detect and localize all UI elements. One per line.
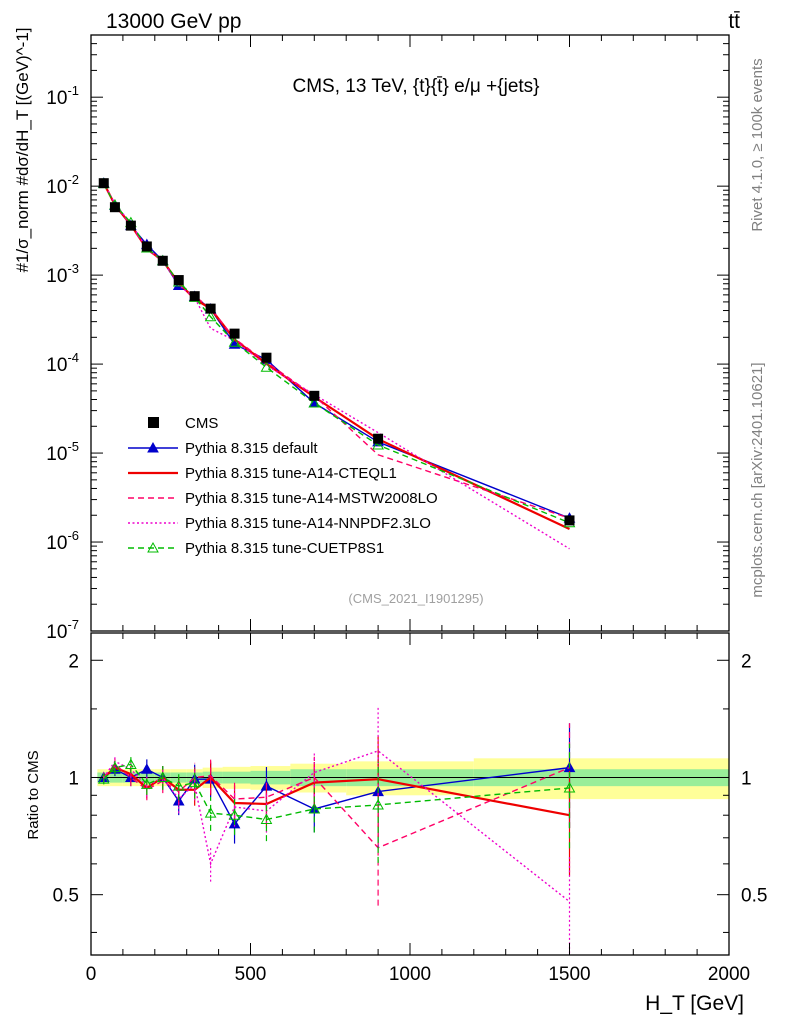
ratio-series-marker — [125, 758, 137, 769]
ratio-panel: 0.5 0.5 1 1 2 2 0 500 1000 1500 2000 — [53, 632, 767, 985]
x-tick-label: 1000 — [389, 964, 431, 985]
main-series-marker — [204, 310, 217, 322]
ratio-tick-label: 1 — [68, 768, 79, 789]
ratio-tick-label: 2 — [68, 651, 79, 672]
y-tick-label: 10-2 — [46, 172, 79, 198]
cms-data-point — [157, 255, 168, 266]
ratio-series-marker — [260, 813, 273, 824]
ratio-series-marker — [97, 773, 110, 784]
cms-data-point — [205, 303, 216, 314]
y-tick-label: 10-5 — [46, 439, 79, 465]
legend-label: Pythia 8.315 default — [185, 440, 318, 457]
ratio-series-marker — [204, 807, 217, 818]
ratio-series-marker — [308, 802, 321, 814]
cms-data-point — [564, 515, 575, 526]
x-tick-label: 2000 — [708, 964, 750, 985]
main-series-marker — [308, 396, 321, 408]
main-series-marker — [260, 361, 273, 372]
ratio-tick-label: 0.5 — [53, 886, 79, 907]
main-panel: 10-7 10-6 10-5 10-4 10-3 10-2 10-1 — [46, 34, 730, 643]
ratio-series-marker — [188, 776, 201, 788]
ratio-series-marker — [563, 781, 576, 793]
cms-data-point — [309, 390, 320, 401]
cms-data-point — [189, 291, 200, 302]
ratio-series-marker — [156, 771, 169, 782]
legend-label: Pythia 8.315 tune-A14-NNPDF2.3LO — [185, 515, 431, 532]
y-tick-label: 10-4 — [46, 350, 79, 376]
chart-title: CMS, 13 TeV, {t}{t̄} e/μ +{jets} — [292, 76, 539, 97]
cms-data-point — [373, 433, 384, 444]
ratio-series-marker — [109, 761, 121, 773]
legend-marker — [147, 541, 159, 553]
cms-data-point — [141, 241, 152, 252]
legend-label: Pythia 8.315 tune-CUETP8S1 — [185, 540, 384, 557]
ratio-series-marker — [140, 778, 153, 789]
main-series-marker — [372, 438, 384, 450]
cms-data-point — [125, 220, 136, 231]
ratio-tick-label-right: 2 — [741, 651, 752, 672]
legend-marker-cms — [148, 417, 159, 428]
analysis-tag: (CMS_2021_I1901295) — [348, 591, 483, 606]
cms-data-point — [261, 352, 272, 363]
ratio-tick-label-right: 1 — [741, 768, 752, 789]
cms-data-point — [173, 275, 184, 286]
cms-data-point — [98, 178, 109, 189]
ratio-ylabel: Ratio to CMS — [25, 750, 42, 839]
y-tick-label: 10-6 — [46, 528, 79, 554]
ratio-series-marker — [172, 780, 185, 791]
ratio-series-marker — [228, 809, 241, 820]
header-left: 13000 GeV pp — [106, 10, 241, 33]
x-tick-label: 1500 — [548, 964, 590, 985]
xlabel: H_T [GeV] — [645, 992, 744, 1015]
x-tick-label: 500 — [235, 964, 267, 985]
main-ylabel: #1/σ_norm #dσ/dH_T [(GeV)^-1] — [13, 27, 32, 272]
legend-label: Pythia 8.315 tune-A14-MSTW2008LO — [185, 490, 438, 507]
mcplots-label: mcplots.cern.ch [arXiv:2401.10621] — [749, 362, 766, 597]
ratio-series-marker — [140, 763, 153, 774]
legend: CMS Pythia 8.315 default Pythia 8.315 tune… — [128, 415, 438, 557]
x-tick-label: 0 — [86, 964, 97, 985]
cms-data-point — [229, 328, 240, 339]
cms-data-point — [109, 202, 120, 213]
legend-label: Pythia 8.315 tune-A14-CTEQL1 — [185, 465, 397, 482]
y-tick-label: 10-7 — [46, 617, 79, 643]
ratio-series-line — [103, 763, 570, 821]
ratio-tick-label-right: 0.5 — [741, 886, 767, 907]
main-series-marker — [228, 336, 241, 347]
header-right: tt̄ — [728, 10, 740, 33]
legend-label-cms: CMS — [185, 415, 218, 432]
y-tick-label: 10-3 — [46, 261, 79, 287]
rivet-label: Rivet 4.1.0, ≥ 100k events — [749, 58, 766, 231]
legend-marker — [147, 441, 159, 453]
ratio-series-marker — [372, 798, 384, 810]
y-tick-label: 10-1 — [46, 83, 79, 109]
